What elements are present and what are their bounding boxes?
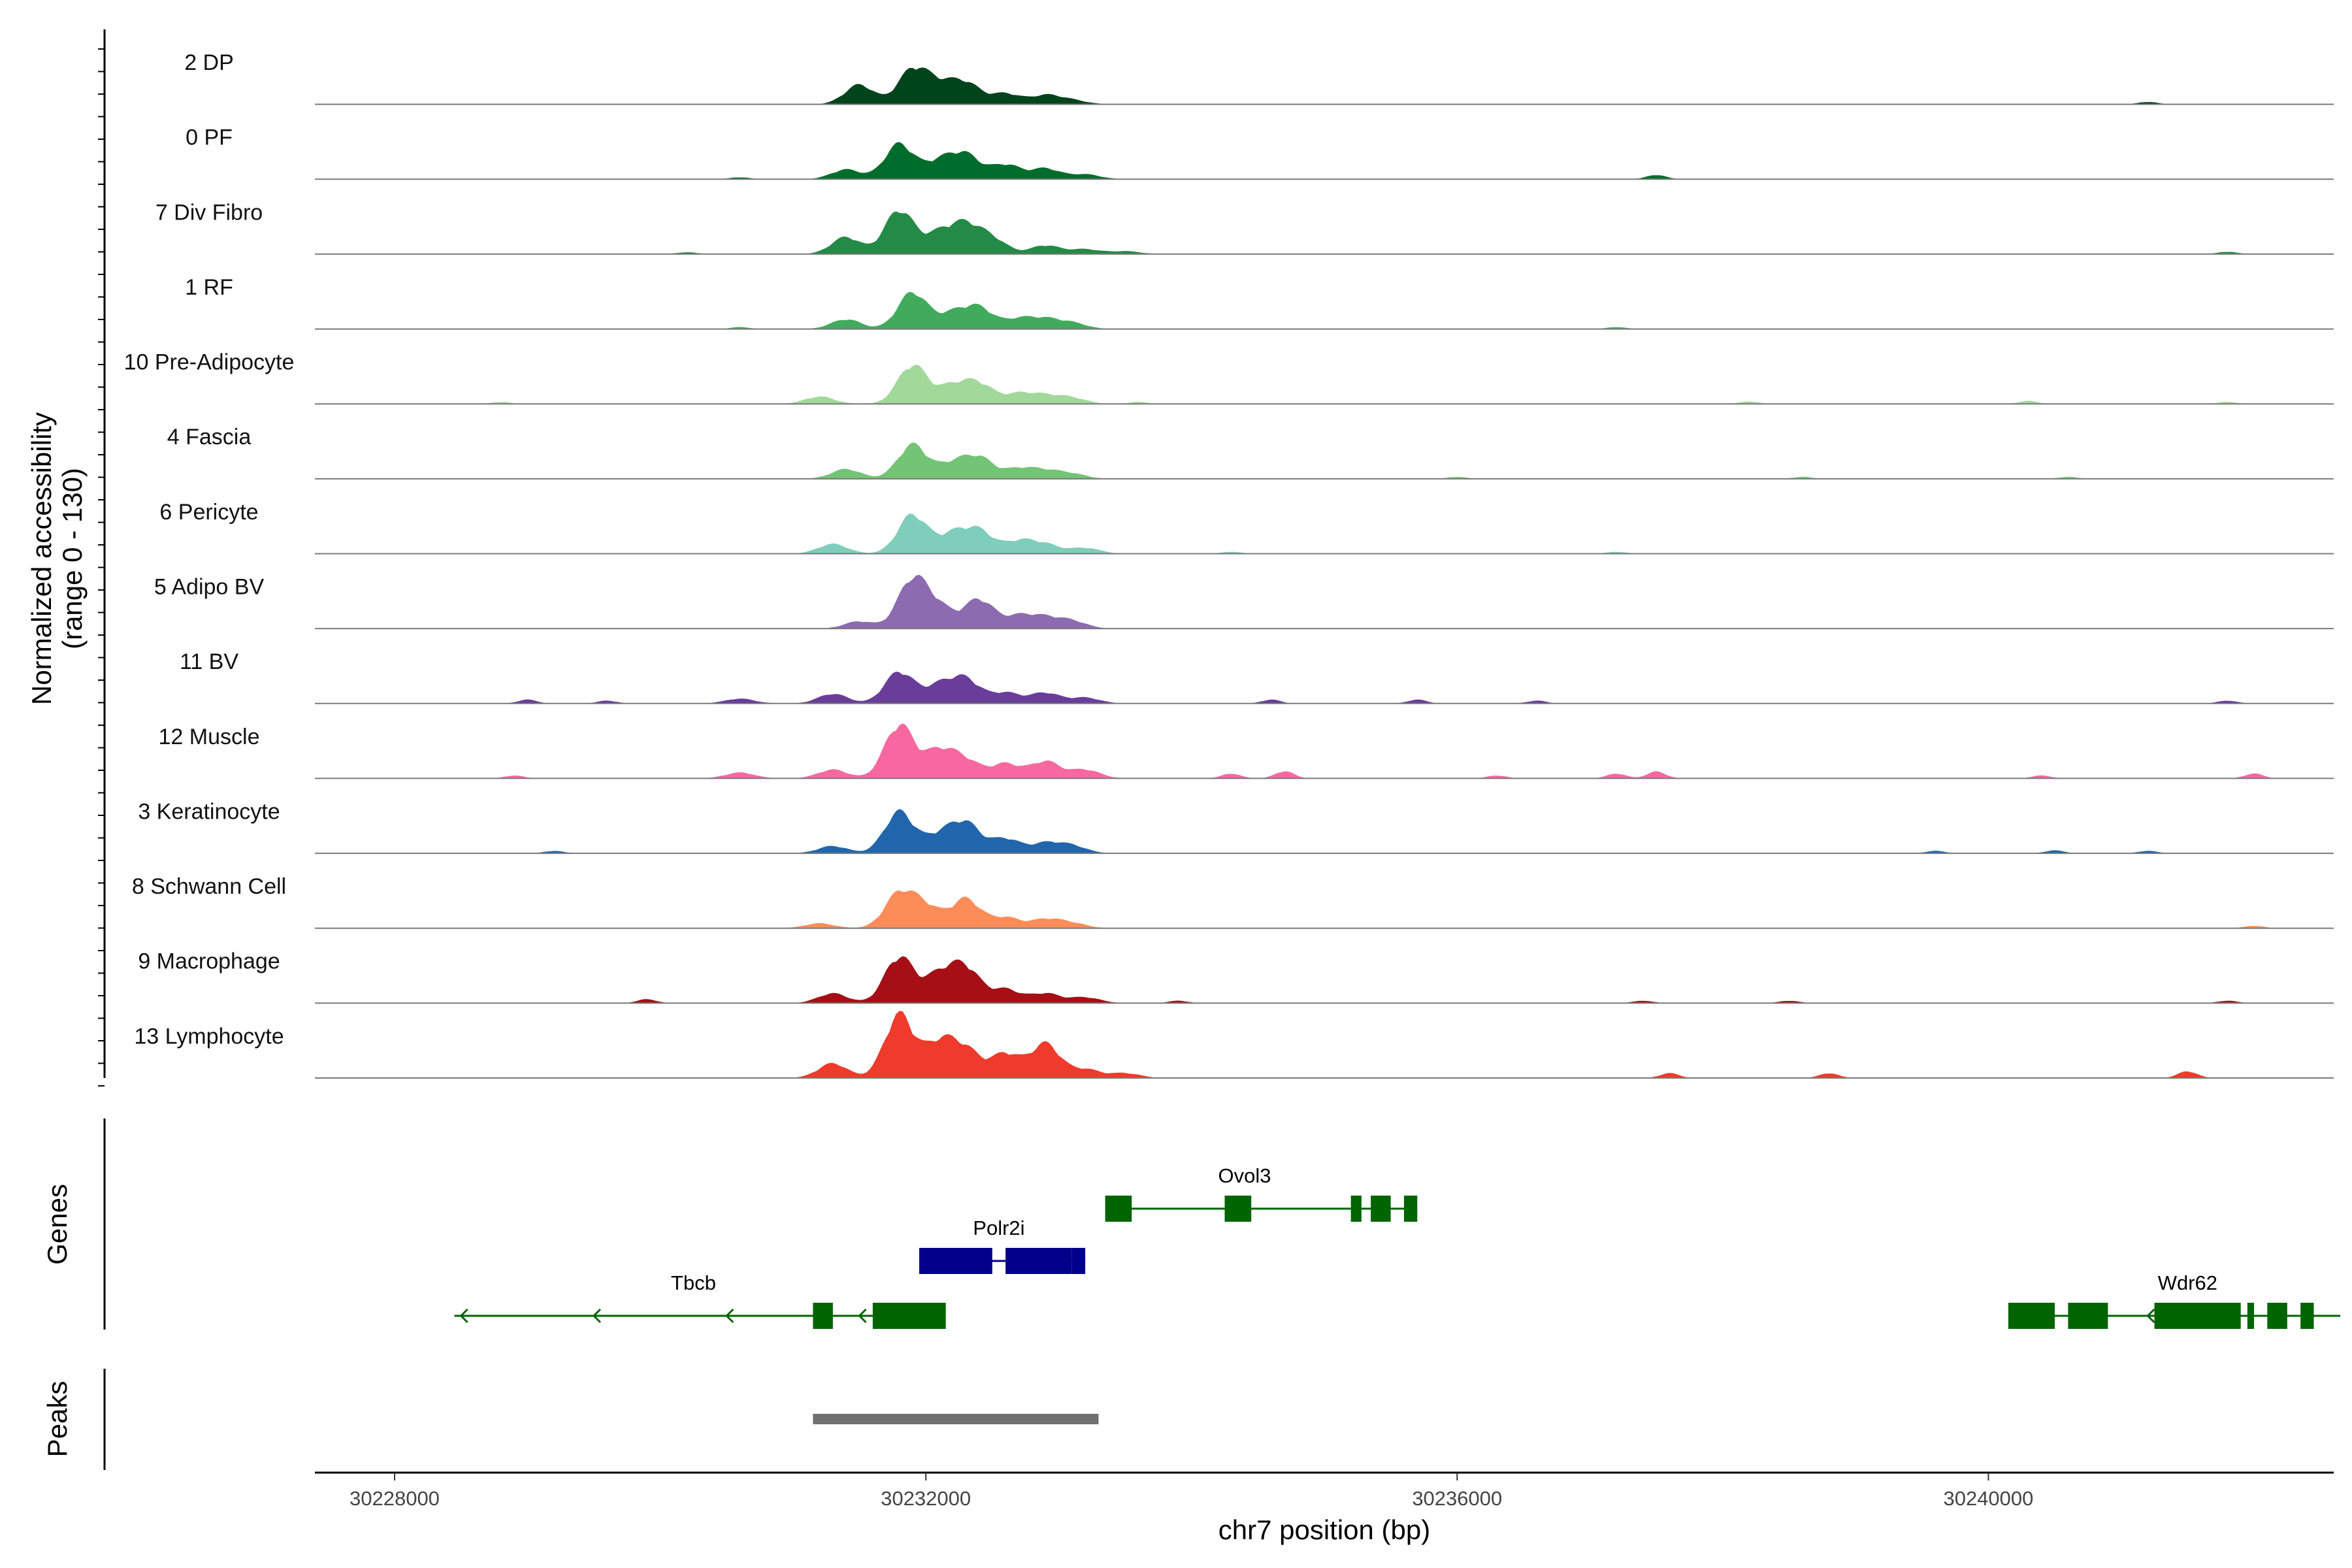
gene-label: Ovol3 bbox=[1218, 1164, 1271, 1187]
gene-model: Polr2i bbox=[919, 1217, 1086, 1274]
coverage-track: 2 DP bbox=[184, 50, 2334, 105]
coverage-track-label: 6 Pericyte bbox=[159, 500, 258, 525]
coverage-track-label: 3 Keratinocyte bbox=[138, 799, 280, 824]
gene-strand-arrow bbox=[592, 1308, 601, 1324]
gene-exon bbox=[1224, 1196, 1252, 1222]
gene-label: Tbcb bbox=[671, 1271, 716, 1294]
gene-exon bbox=[1105, 1196, 1132, 1222]
gene-exon bbox=[2300, 1303, 2314, 1329]
gene-exon bbox=[2247, 1303, 2255, 1329]
coverage-track-label: 13 Lymphocyte bbox=[134, 1024, 284, 1049]
coverage-track: 5 Adipo BV bbox=[154, 575, 2334, 630]
gene-exon bbox=[1403, 1196, 1418, 1222]
x-tick-label: 30232000 bbox=[881, 1487, 971, 1510]
gene-exon bbox=[2267, 1303, 2287, 1329]
genes-panel: Genes Tbcb Polr2i Ovol3 Wdr62 bbox=[42, 1119, 2341, 1330]
coverage-track: 4 Fascia bbox=[167, 425, 2334, 480]
gene-exon bbox=[2154, 1303, 2241, 1329]
peak-region-bar bbox=[813, 1414, 1099, 1424]
coverage-track: 8 Schwann Cell bbox=[132, 874, 2334, 929]
coverage-track: 12 Muscle bbox=[159, 723, 2334, 779]
coverage-track-label: 9 Macrophage bbox=[138, 949, 280, 974]
coverage-track-label: 4 Fascia bbox=[167, 425, 252, 449]
coverage-track-label: 5 Adipo BV bbox=[154, 575, 265, 600]
x-tick-label: 30240000 bbox=[1943, 1487, 2033, 1510]
gene-strand-arrow bbox=[725, 1308, 734, 1324]
coverage-track-label: 1 RF bbox=[185, 275, 233, 300]
gene-models: Tbcb Polr2i Ovol3 Wdr62 bbox=[454, 1164, 2341, 1329]
gene-exon bbox=[1071, 1248, 1086, 1274]
coverage-track-label: 2 DP bbox=[184, 50, 234, 75]
coverage-panel: Normalized accessibility (range 0 - 130)… bbox=[26, 29, 2334, 1086]
gene-model: Tbcb bbox=[454, 1271, 946, 1329]
coverage-track: 1 RF bbox=[185, 275, 2334, 330]
coverage-track-label: 8 Schwann Cell bbox=[132, 874, 286, 899]
gene-model: Ovol3 bbox=[1105, 1164, 1418, 1222]
x-axis: 30228000 30232000 30236000 30240000 chr7 po… bbox=[315, 1471, 2334, 1545]
coverage-track-label: 0 PF bbox=[186, 125, 233, 150]
coverage-track: 13 Lymphocyte bbox=[134, 1011, 2334, 1079]
coverage-track-label: 11 BV bbox=[180, 649, 238, 674]
gene-label: Polr2i bbox=[973, 1217, 1024, 1239]
peaks-panel: Peaks bbox=[42, 1369, 1099, 1470]
coverage-track: 7 Div Fibro bbox=[155, 200, 2334, 255]
gene-label: Wdr62 bbox=[2158, 1271, 2217, 1294]
gene-exon bbox=[1371, 1196, 1391, 1222]
gene-model: Wdr62 bbox=[2008, 1271, 2341, 1329]
coverage-track: 6 Pericyte bbox=[159, 500, 2334, 555]
coverage-y-ticks bbox=[98, 48, 105, 1086]
x-axis-ticks: 30228000 30232000 30236000 30240000 bbox=[350, 1473, 2033, 1510]
gene-exon bbox=[2008, 1303, 2055, 1329]
coverage-y-axis-range: (range 0 - 130) bbox=[57, 468, 88, 649]
gene-exon bbox=[1005, 1248, 1072, 1274]
gene-strand-arrow bbox=[924, 1253, 934, 1269]
coverage-track: 3 Keratinocyte bbox=[138, 799, 2334, 855]
gene-exon bbox=[2068, 1303, 2108, 1329]
coverage-track: 0 PF bbox=[186, 125, 2334, 180]
coverage-track-label: 7 Div Fibro bbox=[155, 200, 263, 225]
gene-exon bbox=[919, 1248, 992, 1274]
coverage-y-axis-title: Normalized accessibility bbox=[26, 412, 57, 705]
coverage-track: 9 Macrophage bbox=[138, 949, 2334, 1004]
gene-exon bbox=[1350, 1196, 1362, 1222]
coverage-tracks: 2 DP 0 PF 7 Div Fibro 1 RF 10 Pre-Adipocyte 4… bbox=[124, 50, 2334, 1079]
coverage-track: 11 BV bbox=[180, 649, 2334, 704]
coverage-track: 10 Pre-Adipocyte bbox=[124, 350, 2334, 405]
x-tick-label: 30236000 bbox=[1412, 1487, 1502, 1510]
peaks-panel-title: Peaks bbox=[42, 1381, 73, 1458]
gene-exon bbox=[872, 1303, 946, 1329]
gene-strand-arrow bbox=[2146, 1308, 2155, 1324]
gene-exon bbox=[813, 1303, 833, 1329]
peak-regions bbox=[813, 1414, 1099, 1424]
x-axis-title: chr7 position (bp) bbox=[1218, 1514, 1431, 1545]
x-tick-label: 30228000 bbox=[350, 1487, 440, 1510]
genes-panel-title: Genes bbox=[42, 1184, 73, 1265]
coverage-track-label: 10 Pre-Adipocyte bbox=[124, 350, 295, 375]
coverage-track-label: 12 Muscle bbox=[159, 725, 260, 749]
gene-strand-arrow bbox=[459, 1308, 468, 1324]
gene-strand-arrow bbox=[858, 1308, 867, 1324]
